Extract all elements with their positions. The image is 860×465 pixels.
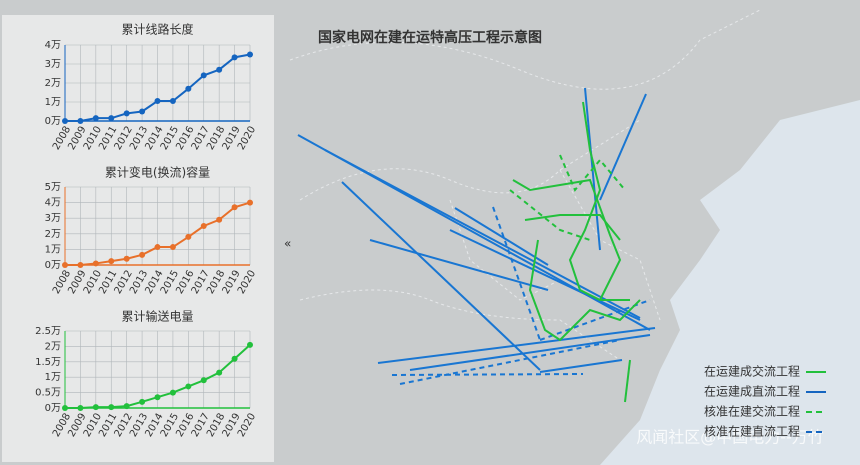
point — [77, 262, 84, 268]
point — [200, 223, 207, 229]
point — [139, 398, 146, 405]
map-title: 国家电网在建在运特高压工程示意图 — [318, 29, 542, 46]
point — [169, 389, 176, 396]
y-tick-label: 4万 — [45, 198, 61, 209]
point — [231, 54, 238, 61]
point — [123, 403, 130, 410]
y-tick-label: 3万 — [45, 213, 61, 224]
point — [154, 394, 161, 401]
collapse-icon[interactable]: « — [284, 237, 291, 251]
point — [247, 51, 253, 58]
legend-label: 在运建成交流工程 — [704, 364, 800, 379]
legend-label: 核准在建直流工程 — [704, 424, 800, 439]
point — [185, 233, 192, 240]
chart-title: 累计线路长度 — [121, 22, 193, 37]
y-tick-label: 4万 — [45, 40, 61, 51]
y-tick-label: 3万 — [45, 59, 61, 70]
point — [92, 115, 99, 122]
side-panel — [2, 15, 274, 462]
point — [216, 216, 223, 223]
watermark: 风闻社区@中国电力--万竹 — [636, 428, 824, 447]
y-tick-label: 1.5万 — [35, 357, 61, 368]
point — [216, 369, 223, 376]
point — [185, 85, 192, 92]
point — [169, 98, 176, 105]
ac-planned — [509, 154, 626, 241]
point — [154, 244, 161, 251]
point — [62, 405, 68, 411]
point — [231, 204, 238, 211]
y-tick-label: 1万 — [45, 372, 61, 383]
dc-planned — [391, 206, 651, 385]
point — [185, 383, 192, 390]
point — [123, 255, 130, 262]
point — [108, 404, 115, 411]
point — [62, 262, 68, 268]
y-tick-label: 2万 — [45, 229, 61, 240]
y-tick-label: 1万 — [45, 97, 61, 108]
point — [92, 404, 99, 411]
point — [139, 108, 146, 115]
borders — [289, 9, 761, 361]
y-tick-label: 0.5万 — [35, 388, 61, 399]
y-tick-label: 0万 — [45, 260, 61, 271]
sea — [600, 100, 860, 465]
point — [216, 66, 223, 73]
point — [247, 199, 253, 206]
legend-label: 在运建成直流工程 — [704, 384, 800, 399]
point — [231, 355, 238, 362]
y-tick-label: 0万 — [45, 116, 61, 127]
legend-label: 核准在建交流工程 — [704, 404, 800, 419]
point — [108, 258, 115, 265]
point — [108, 115, 115, 122]
point — [200, 377, 207, 384]
point — [169, 244, 176, 251]
point — [77, 118, 84, 124]
dc-lines — [297, 87, 656, 373]
y-tick-label: 2万 — [45, 341, 61, 352]
y-tick-label: 2.5万 — [35, 326, 61, 337]
point — [200, 72, 207, 79]
projects — [297, 87, 656, 403]
chart-title: 累计变电(换流)容量 — [105, 165, 210, 180]
y-tick-label: 5万 — [45, 182, 61, 193]
point — [154, 98, 161, 105]
point — [123, 110, 130, 117]
point — [139, 251, 146, 258]
ac-lines — [512, 101, 641, 403]
point — [247, 341, 253, 348]
point — [77, 405, 84, 411]
point — [62, 118, 68, 124]
point — [92, 260, 99, 267]
chart-title: 累计输送电量 — [121, 309, 193, 324]
y-tick-label: 2万 — [45, 78, 61, 89]
y-tick-label: 0万 — [45, 403, 61, 414]
y-tick-label: 1万 — [45, 244, 61, 255]
